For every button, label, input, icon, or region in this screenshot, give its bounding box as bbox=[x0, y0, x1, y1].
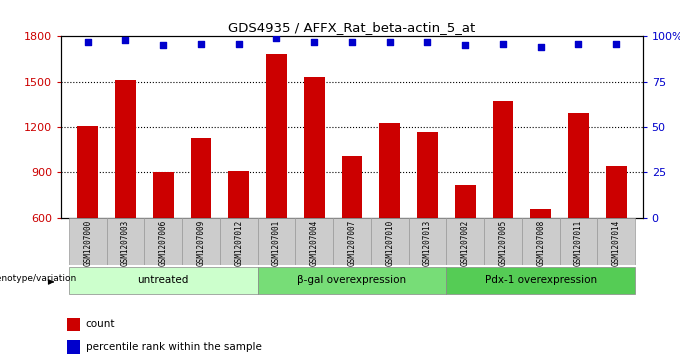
Point bbox=[120, 37, 131, 43]
Bar bbox=[190, 138, 211, 218]
Bar bbox=[606, 166, 626, 218]
Text: GSM1207005: GSM1207005 bbox=[498, 220, 507, 266]
Bar bbox=[144, 218, 182, 265]
Text: GSM1207004: GSM1207004 bbox=[309, 220, 319, 266]
Bar bbox=[67, 340, 80, 354]
Point bbox=[233, 41, 244, 46]
Text: GSM1207013: GSM1207013 bbox=[423, 220, 432, 266]
Point bbox=[271, 35, 282, 41]
Bar bbox=[417, 131, 438, 218]
Point bbox=[535, 44, 546, 50]
Point bbox=[347, 39, 358, 45]
Point bbox=[498, 41, 509, 46]
Title: GDS4935 / AFFX_Rat_beta-actin_5_at: GDS4935 / AFFX_Rat_beta-actin_5_at bbox=[228, 21, 475, 34]
Text: percentile rank within the sample: percentile rank within the sample bbox=[86, 342, 262, 352]
Text: GSM1207012: GSM1207012 bbox=[234, 220, 243, 266]
Text: GSM1207011: GSM1207011 bbox=[574, 220, 583, 266]
Bar bbox=[409, 218, 446, 265]
Bar bbox=[371, 218, 409, 265]
Bar bbox=[266, 54, 287, 218]
Point bbox=[309, 39, 320, 45]
Bar bbox=[258, 218, 295, 265]
Bar bbox=[522, 218, 560, 265]
Text: GSM1207001: GSM1207001 bbox=[272, 220, 281, 266]
Bar bbox=[446, 266, 635, 294]
Bar bbox=[258, 266, 446, 294]
Text: Pdx-1 overexpression: Pdx-1 overexpression bbox=[485, 276, 597, 285]
Point bbox=[573, 41, 584, 46]
Text: GSM1207008: GSM1207008 bbox=[536, 220, 545, 266]
Bar bbox=[333, 218, 371, 265]
Text: GSM1207006: GSM1207006 bbox=[158, 220, 168, 266]
Point bbox=[422, 39, 433, 45]
Text: GSM1207007: GSM1207007 bbox=[347, 220, 356, 266]
Bar bbox=[228, 171, 249, 218]
Text: GSM1207009: GSM1207009 bbox=[197, 220, 205, 266]
Point bbox=[82, 39, 93, 45]
Bar bbox=[530, 209, 551, 218]
Text: GSM1207014: GSM1207014 bbox=[612, 220, 621, 266]
Bar bbox=[107, 218, 144, 265]
Text: count: count bbox=[86, 319, 116, 330]
Text: genotype/variation: genotype/variation bbox=[0, 274, 77, 284]
Text: GSM1207003: GSM1207003 bbox=[121, 220, 130, 266]
Text: GSM1207000: GSM1207000 bbox=[83, 220, 92, 266]
Point bbox=[611, 41, 622, 46]
Bar bbox=[304, 77, 324, 218]
Point bbox=[195, 41, 206, 46]
Bar bbox=[220, 218, 258, 265]
Text: β-gal overexpression: β-gal overexpression bbox=[297, 276, 407, 285]
Point bbox=[158, 42, 169, 48]
Bar bbox=[446, 218, 484, 265]
Bar bbox=[484, 218, 522, 265]
Bar bbox=[153, 172, 173, 218]
Text: GSM1207002: GSM1207002 bbox=[460, 220, 470, 266]
Bar bbox=[492, 101, 513, 218]
Bar bbox=[379, 122, 400, 218]
Text: untreated: untreated bbox=[137, 276, 189, 285]
Bar bbox=[341, 156, 362, 218]
Bar bbox=[115, 80, 136, 218]
Bar bbox=[455, 184, 475, 218]
Point bbox=[460, 42, 471, 48]
Bar bbox=[182, 218, 220, 265]
Bar bbox=[78, 126, 98, 218]
Text: GSM1207010: GSM1207010 bbox=[385, 220, 394, 266]
Bar bbox=[69, 218, 107, 265]
Bar bbox=[67, 318, 80, 331]
Bar bbox=[69, 266, 258, 294]
Point bbox=[384, 39, 395, 45]
Bar bbox=[597, 218, 635, 265]
Bar bbox=[295, 218, 333, 265]
Bar bbox=[560, 218, 597, 265]
Bar bbox=[568, 113, 589, 218]
